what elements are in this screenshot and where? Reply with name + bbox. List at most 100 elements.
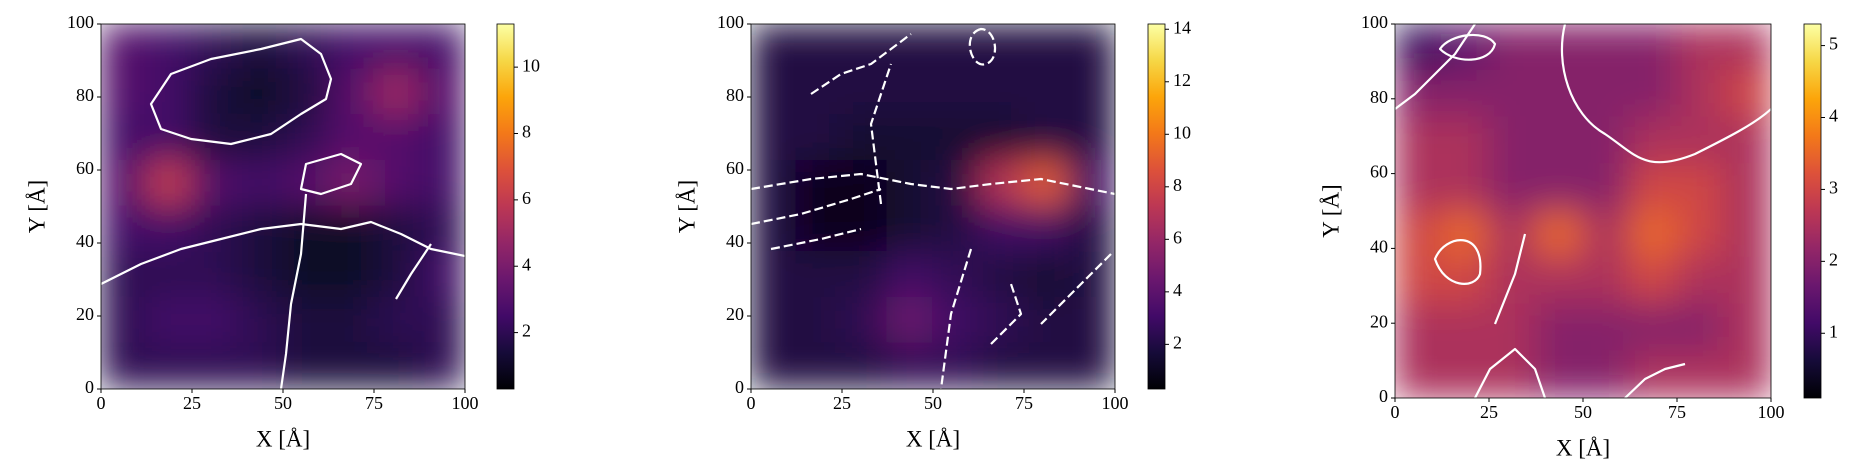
heatmap-cell	[418, 251, 465, 299]
heatmap-cell	[373, 68, 421, 117]
x-tick-label: 25	[833, 393, 851, 413]
heatmap-cell	[373, 205, 421, 254]
heatmap-cell	[145, 159, 193, 208]
heatmap-cell	[101, 114, 148, 162]
x-tick-label: 50	[274, 393, 292, 413]
y-tick-label: 100	[1361, 12, 1388, 32]
heatmap-cell	[841, 205, 889, 254]
heatmap-cell	[1068, 68, 1115, 117]
heatmap-cell	[327, 68, 375, 117]
heatmap-cell	[236, 24, 284, 71]
heatmap-cell	[1582, 256, 1631, 306]
heatmap-cell	[841, 342, 889, 389]
heatmap-cell	[1582, 69, 1631, 119]
heatmap-cell	[932, 296, 980, 345]
heatmap-cell	[1676, 256, 1725, 306]
heatmap-cell	[327, 342, 375, 389]
y-tick-label: 80	[1370, 87, 1388, 107]
heatmap-cell	[236, 159, 284, 208]
heatmap-cell	[1023, 114, 1071, 162]
colorbar-tick-label: 2	[1829, 249, 1838, 269]
heatmap-cell	[841, 68, 889, 117]
heatmap-cell	[373, 251, 421, 299]
colorbar-tick-label: 4	[1829, 106, 1838, 126]
heatmap-cell	[191, 159, 239, 208]
heatmap-cell	[1582, 210, 1631, 259]
heatmap-cell	[236, 251, 284, 299]
heatmap-cell	[373, 159, 421, 208]
heatmap-cell	[418, 342, 465, 389]
heatmap-cell	[1441, 350, 1490, 398]
heatmap-cell	[1023, 24, 1071, 71]
x-tick-label: 50	[1574, 402, 1592, 422]
heatmap-cell	[1441, 210, 1490, 259]
y-tick-label: 40	[1370, 237, 1388, 257]
heatmap-cell	[282, 342, 330, 389]
heatmap-cell	[1023, 296, 1071, 345]
heatmap-cell	[1535, 69, 1584, 119]
colorbar-scale	[1803, 23, 1822, 399]
y-axis-title: Y [Å]	[1318, 184, 1343, 237]
heatmap-cell	[418, 24, 465, 71]
heatmap-cells	[751, 24, 1115, 389]
heatmap-cell	[1629, 116, 1678, 166]
heatmap-cell	[101, 342, 148, 389]
heatmap-cell	[932, 251, 980, 299]
heatmap-cell	[327, 251, 375, 299]
heatmap-cell	[1535, 303, 1584, 353]
heatmap-cell	[145, 342, 193, 389]
heatmap-cell	[1723, 256, 1771, 306]
heatmap-cell	[191, 205, 239, 254]
heatmap-cell	[1582, 350, 1631, 398]
heatmap-cell	[1723, 303, 1771, 353]
heatmap-cell	[1395, 256, 1443, 306]
y-tick-label: 80	[76, 85, 94, 105]
heatmap-cells	[1395, 24, 1771, 398]
heatmap-cell	[1535, 24, 1584, 72]
colorbar-tick-label: 4	[522, 254, 531, 274]
heatmap-cell	[932, 24, 980, 71]
heatmap-cell	[1023, 205, 1071, 254]
heatmap-cell	[1023, 251, 1071, 299]
heatmap-cell	[418, 68, 465, 117]
heatmap-cell	[795, 114, 843, 162]
heatmap-cell	[751, 159, 798, 208]
heatmap-cell	[1441, 303, 1490, 353]
heatmap-cell	[418, 159, 465, 208]
colorbar-tick-label: 10	[1173, 122, 1191, 142]
heatmap-cell	[932, 205, 980, 254]
heatmap-cell	[191, 296, 239, 345]
plot-frame	[1394, 23, 1772, 399]
y-tick-label: 20	[1370, 311, 1388, 331]
heatmap-cell	[932, 342, 980, 389]
x-tick-label: 75	[365, 393, 383, 413]
heatmap-cell	[751, 251, 798, 299]
colorbar: 1 2 3 4 5	[1803, 23, 1838, 399]
structure-lines	[1395, 24, 1771, 398]
plot-frame	[750, 23, 1116, 390]
heatmap-cell	[1723, 116, 1771, 166]
heatmap	[101, 24, 465, 389]
heatmap-cell	[145, 296, 193, 345]
y-tick-label: 80	[726, 85, 744, 105]
colorbar-tick-label: 6	[522, 188, 531, 208]
heatmap-cell	[1629, 163, 1678, 212]
heatmap-cell	[101, 159, 148, 208]
plot-frame	[100, 23, 466, 390]
heatmap-cell	[841, 296, 889, 345]
heatmap-cell	[932, 114, 980, 162]
heatmap-cell	[795, 342, 843, 389]
heatmap-cell	[418, 205, 465, 254]
heatmap-cell	[1629, 303, 1678, 353]
heatmap-cell	[1395, 69, 1443, 119]
heatmap-cell	[1068, 205, 1115, 254]
heatmap-cell	[145, 251, 193, 299]
colorbar: 2 4 6 8 10 12 14	[1147, 17, 1191, 390]
colorbar-tick-label: 2	[1173, 332, 1182, 352]
x-tick-label: 0	[1391, 402, 1400, 422]
heatmap-cell	[977, 205, 1025, 254]
heatmap-cell	[145, 24, 193, 71]
y-tick-label: 60	[1370, 162, 1388, 182]
x-axis-title: X [Å]	[1556, 435, 1610, 460]
